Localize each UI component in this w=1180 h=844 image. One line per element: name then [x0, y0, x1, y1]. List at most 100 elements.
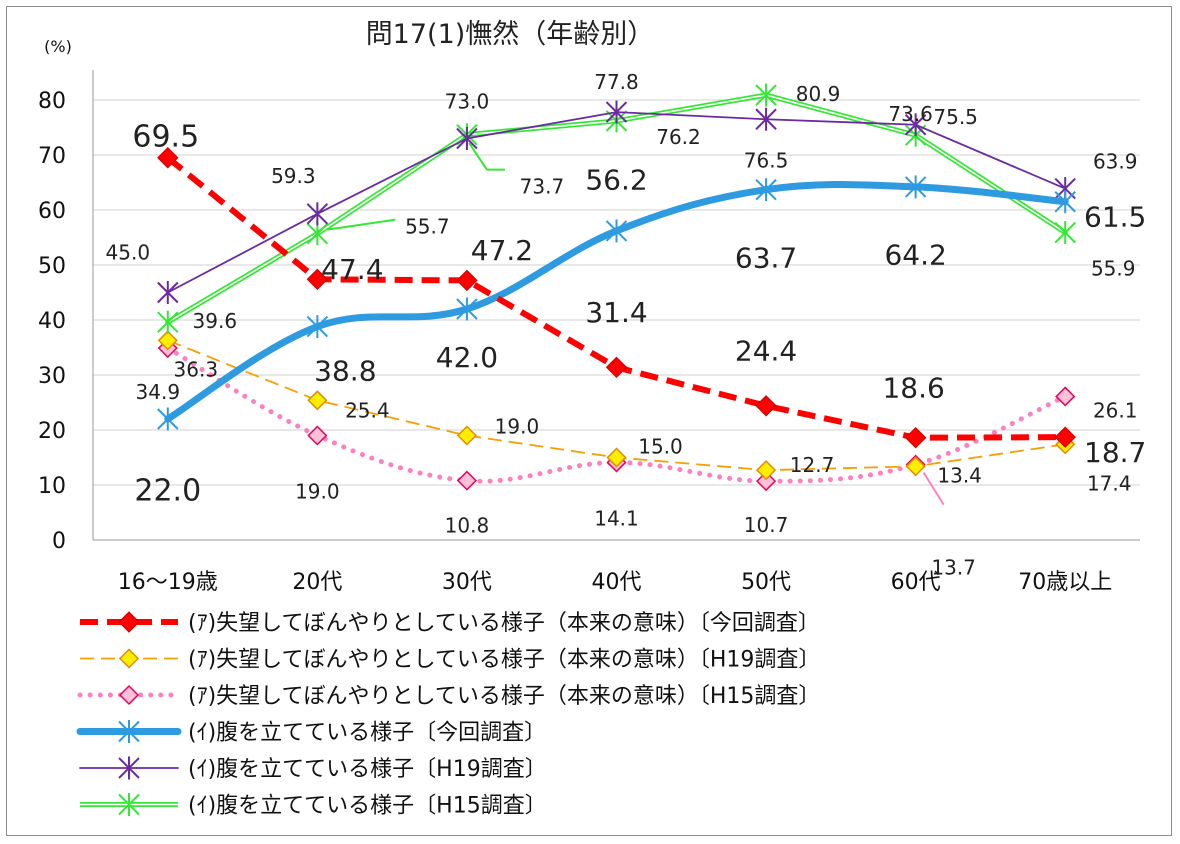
- y-axis-unit-label: (%): [44, 37, 72, 56]
- data-point-marker: [1054, 221, 1076, 245]
- y-tick-label: 20: [38, 419, 66, 444]
- data-label: 42.0: [436, 341, 498, 374]
- data-label: 22.0: [134, 474, 201, 509]
- data-point-marker: [456, 470, 477, 491]
- y-tick-label: 60: [38, 199, 66, 224]
- data-label: 15.0: [638, 435, 683, 459]
- label-leader-line: [922, 472, 945, 506]
- data-label: 80.9: [796, 82, 841, 106]
- data-label: 59.3: [271, 164, 316, 188]
- data-point-marker: [118, 684, 140, 706]
- label-leader-line: [468, 142, 488, 171]
- x-tick-label: 20代: [292, 570, 342, 595]
- data-label: 34.9: [136, 380, 181, 404]
- data-label: 18.7: [1084, 436, 1146, 469]
- data-label: 25.4: [345, 398, 390, 422]
- y-tick-label: 50: [38, 254, 66, 279]
- legend-label: (ｲ)腹を立てている様子〔今回調査〕: [188, 721, 546, 746]
- data-label: 13.4: [937, 463, 982, 487]
- data-point-marker: [118, 793, 140, 816]
- data-label: 19.0: [495, 415, 540, 439]
- data-label: 76.2: [656, 125, 701, 149]
- legend-label: (ｲ)腹を立てている様子〔H15調査〕: [188, 794, 547, 819]
- data-label: 63.9: [1093, 150, 1138, 174]
- chart-frame: [6, 6, 1172, 836]
- data-point-marker: [1054, 426, 1076, 448]
- x-tick-label: 30代: [442, 570, 492, 595]
- data-point-marker: [904, 113, 927, 137]
- data-label: 14.1: [594, 506, 639, 530]
- data-point-marker: [756, 471, 777, 492]
- data-point-marker: [456, 127, 478, 150]
- data-point-marker: [306, 268, 329, 291]
- y-tick-label: 30: [38, 364, 66, 389]
- data-label: 61.5: [1084, 201, 1146, 234]
- data-point-marker: [755, 83, 777, 107]
- data-point-marker: [157, 330, 178, 351]
- data-point-marker: [456, 297, 478, 321]
- legend-label: (ｱ)失望してぼんやりとしている様子（本来の意味）〔H19調査〕: [188, 648, 820, 673]
- data-labels: 69.5 47.4 47.2 31.4 24.4 18.6 18.7 36.3 25.4 19.0…: [106, 70, 1147, 580]
- data-point-marker: [755, 107, 777, 131]
- data-label: 47.2: [471, 234, 533, 267]
- x-tick-label: 70歳以上: [1018, 570, 1112, 595]
- data-point-marker: [605, 356, 628, 379]
- y-tick-label: 0: [52, 529, 66, 554]
- data-point-marker: [904, 426, 927, 449]
- data-label: 17.4: [1087, 471, 1132, 495]
- data-label: 18.6: [882, 372, 944, 405]
- data-label: 31.4: [585, 296, 647, 329]
- x-tick-label: 60代: [891, 570, 941, 595]
- chart-title: 問17(1)憮然（年齢別）: [366, 19, 655, 50]
- data-point-marker: [755, 395, 777, 417]
- data-point-marker: [306, 315, 329, 339]
- data-point-marker: [755, 178, 777, 202]
- legend-label: (ｱ)失望してぼんやりとしている様子（本来の意味）〔H15調査〕: [188, 684, 820, 709]
- data-point-marker: [157, 407, 179, 431]
- legend-entry: (ｱ)失望してぼんやりとしている様子（本来の意味）〔H15調査〕: [77, 684, 820, 709]
- legend-entry: (ｱ)失望してぼんやりとしている様子（本来の意味）〔H19調査〕: [80, 648, 820, 673]
- y-tick-label: 80: [38, 89, 66, 114]
- data-point-marker: [905, 456, 926, 477]
- data-point-marker: [1054, 190, 1076, 214]
- data-label: 47.4: [321, 253, 383, 286]
- legend-entry: (ｲ)腹を立てている様子〔H19調査〕: [79, 756, 547, 782]
- y-tick-label: 10: [38, 474, 66, 499]
- data-label: 19.0: [295, 480, 340, 504]
- legend-label: (ｲ)腹を立てている様子〔H19調査〕: [188, 757, 547, 782]
- series-lines: [157, 83, 1076, 492]
- data-point-marker: [605, 100, 628, 124]
- data-point-marker: [306, 202, 329, 226]
- data-label: 36.3: [174, 357, 219, 381]
- legend-entry: (ｲ)腹を立てている様子〔H15調査〕: [80, 793, 547, 819]
- data-label: 26.1: [1093, 398, 1138, 422]
- data-label: 55.7: [405, 215, 450, 239]
- data-label: 10.8: [445, 514, 490, 538]
- data-label: 73.7: [520, 175, 565, 199]
- data-label: 77.8: [594, 70, 639, 94]
- data-label: 55.9: [1091, 257, 1136, 281]
- data-point-marker: [456, 269, 478, 292]
- data-label: 76.5: [744, 148, 789, 172]
- data-label: 75.5: [933, 105, 978, 129]
- data-point-marker: [456, 425, 477, 446]
- gridlines: [93, 99, 1140, 486]
- data-point-marker: [157, 147, 179, 169]
- data-point-marker: [756, 460, 777, 481]
- data-point-marker: [306, 222, 329, 246]
- data-point-marker: [904, 175, 927, 199]
- y-tick-label: 40: [38, 309, 66, 334]
- data-point-marker: [157, 281, 179, 304]
- data-point-marker: [307, 425, 328, 446]
- y-tick-label: 70: [38, 144, 66, 169]
- data-point-marker: [118, 756, 140, 780]
- axes: 0 10 20 30 40 50 60 70 80 16～19歳 20代 30代 40代 50代 60代 70…: [38, 70, 1140, 595]
- data-label: 12.7: [790, 453, 835, 477]
- data-label: 64.2: [884, 239, 946, 272]
- data-label: 45.0: [106, 241, 151, 265]
- x-tick-label: 50代: [741, 570, 791, 595]
- x-tick-label: 16～19歳: [118, 570, 218, 595]
- legend: (ｱ)失望してぼんやりとしている様子（本来の意味）〔今回調査〕 (ｱ)失望してぼん…: [76, 611, 820, 819]
- data-label: 13.7: [931, 556, 976, 580]
- data-point-marker: [606, 447, 627, 468]
